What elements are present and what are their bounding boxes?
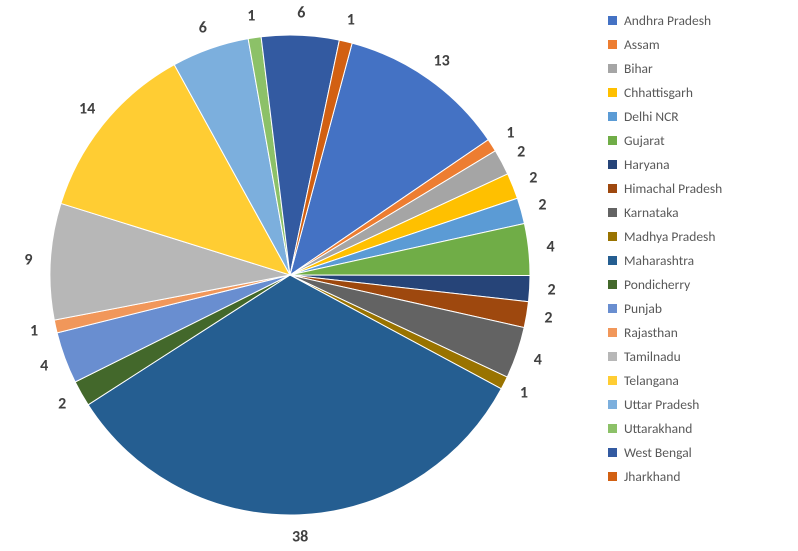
chart-legend: Andhra Pradesh Assam Bihar Chhattisgarh Delh…: [608, 12, 773, 492]
legend-swatch: [608, 352, 617, 361]
legend-item: Pondicherry: [608, 276, 773, 293]
data-label: 4: [534, 350, 542, 369]
legend-item: Uttarakhand: [608, 420, 773, 437]
legend-swatch: [608, 448, 617, 457]
data-label: 1: [30, 322, 38, 341]
legend-item: Bihar: [608, 60, 773, 77]
legend-item: Chhattisgarh: [608, 84, 773, 101]
data-label: 2: [548, 280, 556, 299]
legend-item: Punjab: [608, 300, 773, 317]
data-label: 2: [544, 309, 552, 328]
chart-container: Andhra Pradesh Assam Bihar Chhattisgarh Delh…: [0, 0, 798, 551]
legend-swatch: [608, 472, 617, 481]
legend-swatch: [608, 40, 617, 49]
data-label: 1: [520, 383, 528, 402]
legend-swatch: [608, 256, 617, 265]
data-label: 1: [506, 124, 514, 143]
legend-swatch: [608, 232, 617, 241]
legend-swatch: [608, 160, 617, 169]
legend-item: West Bengal: [608, 444, 773, 461]
legend-item: Telangana: [608, 372, 773, 389]
data-label: 2: [517, 142, 525, 161]
legend-swatch: [608, 376, 617, 385]
legend-label: Tamilnadu: [624, 348, 681, 365]
legend-label: Pondicherry: [624, 276, 690, 293]
legend-swatch: [608, 400, 617, 409]
data-label: 1: [347, 11, 355, 30]
legend-label: Delhi NCR: [624, 108, 679, 125]
legend-item: Jharkhand: [608, 468, 773, 485]
legend-label: Himachal Pradesh: [624, 180, 722, 197]
legend-label: Andhra Pradesh: [624, 12, 711, 29]
legend-label: Jharkhand: [624, 468, 680, 485]
legend-label: Chhattisgarh: [624, 84, 693, 101]
legend-swatch: [608, 184, 617, 193]
legend-item: Uttar Pradesh: [608, 396, 773, 413]
legend-label: Punjab: [624, 300, 662, 317]
legend-swatch: [608, 208, 617, 217]
legend-item: Rajasthan: [608, 324, 773, 341]
legend-label: Rajasthan: [624, 324, 678, 341]
data-label: 13: [433, 52, 449, 71]
legend-swatch: [608, 88, 617, 97]
legend-label: Madhya Pradesh: [624, 228, 715, 245]
data-label: 4: [40, 356, 48, 375]
legend-item: Tamilnadu: [608, 348, 773, 365]
data-label: 1: [247, 6, 255, 25]
legend-label: Uttar Pradesh: [624, 396, 699, 413]
legend-item: Andhra Pradesh: [608, 12, 773, 29]
data-label: 9: [24, 251, 32, 270]
legend-swatch: [608, 304, 617, 313]
legend-swatch: [608, 112, 617, 121]
legend-item: Assam: [608, 36, 773, 53]
data-label: 2: [529, 168, 537, 187]
legend-swatch: [608, 64, 617, 73]
legend-label: Bihar: [624, 60, 653, 77]
legend-item: Gujarat: [608, 132, 773, 149]
legend-item: Haryana: [608, 156, 773, 173]
data-label: 6: [297, 4, 305, 23]
legend-swatch: [608, 16, 617, 25]
data-label: 6: [199, 18, 207, 37]
legend-label: West Bengal: [624, 444, 692, 461]
data-label: 2: [538, 195, 546, 214]
legend-swatch: [608, 136, 617, 145]
legend-label: Karnataka: [624, 204, 679, 221]
legend-label: Assam: [624, 36, 660, 53]
legend-label: Maharashtra: [624, 252, 694, 269]
legend-item: Karnataka: [608, 204, 773, 221]
legend-item: Madhya Pradesh: [608, 228, 773, 245]
legend-item: Delhi NCR: [608, 108, 773, 125]
data-label: 14: [79, 100, 95, 119]
data-label: 4: [546, 238, 554, 257]
legend-item: Himachal Pradesh: [608, 180, 773, 197]
legend-label: Haryana: [624, 156, 670, 173]
legend-label: Uttarakhand: [624, 420, 692, 437]
legend-label: Telangana: [624, 372, 679, 389]
legend-swatch: [608, 424, 617, 433]
data-label: 38: [292, 527, 308, 546]
legend-swatch: [608, 280, 617, 289]
legend-swatch: [608, 328, 617, 337]
legend-item: Maharashtra: [608, 252, 773, 269]
data-label: 2: [58, 395, 66, 414]
legend-label: Gujarat: [624, 132, 665, 149]
